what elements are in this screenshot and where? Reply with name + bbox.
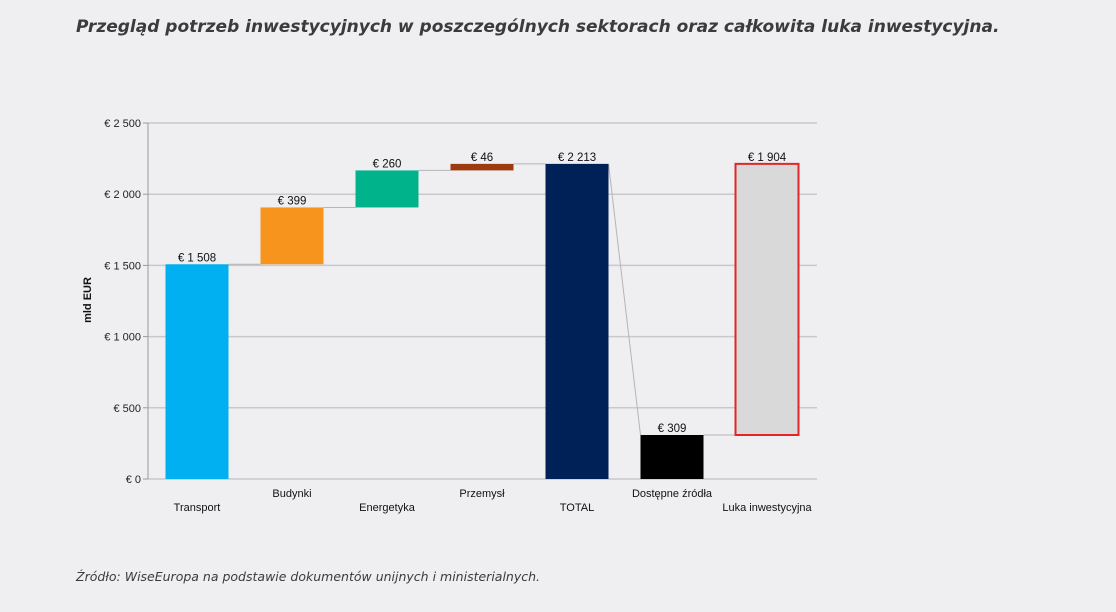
y-axis: € 0 € 500 € 1 000 € 1 500 € 2 000 € 2 500 [104, 118, 149, 486]
category-label: Dostępne źródła [632, 488, 713, 500]
y-tick-label: € 2 500 [104, 118, 141, 130]
value-label: € 260 [373, 158, 402, 170]
value-label: € 2 213 [558, 152, 596, 164]
bars [165, 162, 800, 479]
y-axis-label: mld EUR [82, 277, 94, 323]
y-tick-label: € 1 500 [104, 260, 141, 272]
category-label: Budynki [272, 488, 311, 500]
bar-przemysł [450, 163, 514, 171]
chart-title: Przegląd potrzeb inwestycyjnych w poszcz… [76, 17, 1000, 37]
bar-dostępne-źródła [640, 434, 704, 479]
y-tick-label: € 1 000 [104, 332, 141, 344]
category-label: Energetyka [359, 502, 416, 514]
source-note: Źródło: WiseEuropa na podstawie dokument… [76, 569, 541, 584]
value-label: € 1 904 [748, 152, 787, 164]
y-tick-label: € 0 [126, 474, 141, 486]
category-label: Przemysł [459, 488, 505, 500]
category-label: TOTAL [560, 502, 594, 514]
bar-luka-inwestycyjna [734, 162, 800, 436]
value-label: € 399 [278, 195, 307, 207]
value-label: € 309 [658, 423, 687, 435]
grid-lines [148, 122, 817, 480]
value-labels: € 1 508 € 399 € 260 € 46 € 2 213 € 309 € 1 904 [178, 152, 787, 435]
x-axis: Transport Budynki Energetyka Przemysł TOTAL D… [174, 488, 813, 514]
category-label: Luka inwestycyjna [722, 502, 812, 514]
connector-line [608, 163, 641, 436]
category-label: Transport [174, 502, 221, 514]
value-label: € 1 508 [178, 252, 216, 264]
y-tick-label: € 500 [113, 403, 141, 415]
y-tick-label: € 2 000 [104, 189, 141, 201]
bar-total [545, 163, 609, 479]
connectors [228, 163, 736, 436]
bar-budynki [260, 207, 324, 265]
bar-energetyka [355, 170, 419, 208]
bar-transport [165, 264, 229, 479]
value-label: € 46 [471, 152, 493, 164]
